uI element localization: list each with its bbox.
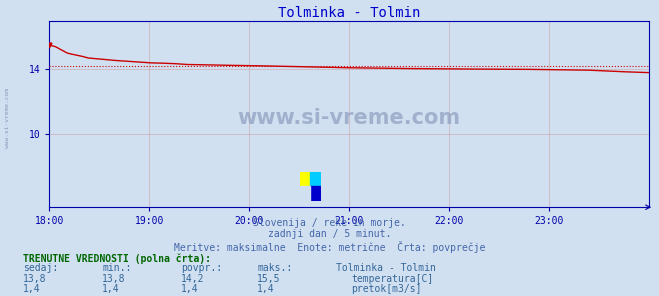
Text: Tolminka - Tolmin: Tolminka - Tolmin — [336, 263, 436, 274]
Text: 1,4: 1,4 — [257, 284, 275, 294]
Text: www.si-vreme.com: www.si-vreme.com — [5, 89, 11, 148]
Title: Tolminka - Tolmin: Tolminka - Tolmin — [278, 6, 420, 20]
Text: TRENUTNE VREDNOSTI (polna črta):: TRENUTNE VREDNOSTI (polna črta): — [23, 253, 211, 263]
Text: Slovenija / reke in morje.: Slovenija / reke in morje. — [253, 218, 406, 228]
Text: 1,4: 1,4 — [181, 284, 199, 294]
Text: 1,4: 1,4 — [23, 284, 41, 294]
Text: www.si-vreme.com: www.si-vreme.com — [238, 108, 461, 128]
Text: povpr.:: povpr.: — [181, 263, 222, 274]
Bar — [310, 186, 321, 201]
Bar — [300, 186, 310, 201]
Text: 14,2: 14,2 — [181, 274, 205, 284]
Text: maks.:: maks.: — [257, 263, 292, 274]
Text: sedaj:: sedaj: — [23, 263, 58, 274]
Text: zadnji dan / 5 minut.: zadnji dan / 5 minut. — [268, 229, 391, 239]
Text: 15,5: 15,5 — [257, 274, 281, 284]
Text: min.:: min.: — [102, 263, 132, 274]
Bar — [310, 172, 321, 186]
Text: temperatura[C]: temperatura[C] — [351, 274, 434, 284]
Text: Meritve: maksimalne  Enote: metrične  Črta: povprečje: Meritve: maksimalne Enote: metrične Črta… — [174, 241, 485, 253]
Bar — [300, 172, 310, 186]
Text: 13,8: 13,8 — [23, 274, 47, 284]
Text: pretok[m3/s]: pretok[m3/s] — [351, 284, 422, 294]
Text: 1,4: 1,4 — [102, 284, 120, 294]
Text: 13,8: 13,8 — [102, 274, 126, 284]
